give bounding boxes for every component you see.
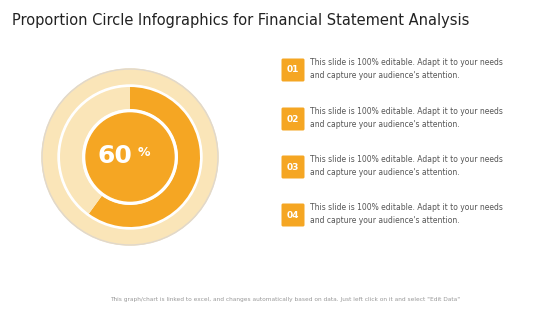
FancyBboxPatch shape — [282, 107, 305, 130]
FancyBboxPatch shape — [282, 59, 305, 82]
Text: This slide is 100% editable. Adapt it to your needs
and capture your audience's : This slide is 100% editable. Adapt it to… — [310, 203, 503, 225]
Text: Proportion Circle Infographics for Financial Statement Analysis: Proportion Circle Infographics for Finan… — [12, 13, 469, 28]
Circle shape — [42, 69, 218, 245]
Text: 03: 03 — [287, 163, 299, 171]
Text: %: % — [138, 146, 150, 158]
Text: This slide is 100% editable. Adapt it to your needs
and capture your audience's : This slide is 100% editable. Adapt it to… — [310, 155, 503, 177]
Circle shape — [83, 110, 177, 204]
FancyBboxPatch shape — [282, 203, 305, 226]
Text: This slide is 100% editable. Adapt it to your needs
and capture your audience's : This slide is 100% editable. Adapt it to… — [310, 58, 503, 80]
Text: 01: 01 — [287, 66, 299, 75]
FancyBboxPatch shape — [282, 156, 305, 179]
Wedge shape — [89, 87, 200, 227]
Text: This slide is 100% editable. Adapt it to your needs
and capture your audience's : This slide is 100% editable. Adapt it to… — [310, 107, 503, 129]
Text: 60: 60 — [97, 144, 132, 168]
Circle shape — [86, 113, 174, 201]
Circle shape — [58, 85, 202, 229]
Text: This graph/chart is linked to excel, and changes automatically based on data. Ju: This graph/chart is linked to excel, and… — [110, 297, 460, 302]
Wedge shape — [60, 87, 130, 214]
Text: 02: 02 — [287, 114, 299, 123]
Text: 04: 04 — [287, 210, 299, 220]
